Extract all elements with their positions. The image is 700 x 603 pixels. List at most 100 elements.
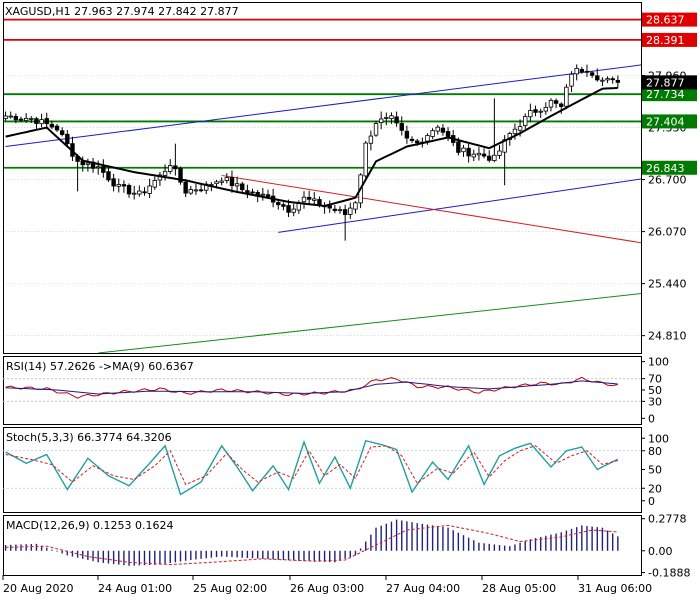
candle-body [224,177,230,181]
candle-body [39,119,44,125]
candle-body [512,128,518,135]
stoch-y-tick-label: 100 [648,432,669,445]
rsi-panel-frame [3,356,642,425]
candle-body [481,153,487,157]
candle-body [564,86,569,107]
macd-signal-line [5,524,618,566]
candle-body [404,130,410,139]
level-tag-label: 27.734 [646,88,685,101]
x-axis-tick-label: 20 Aug 2020 [3,582,73,595]
macd-y-tick-label: 0.00 [648,545,673,558]
price-panel-frame [3,2,642,354]
candle-body [533,109,538,113]
candle-body [260,193,266,196]
candle-body [538,110,543,113]
candle-body [219,180,224,183]
candle-body [168,165,173,172]
candle-body [240,183,245,191]
candle-body [342,209,348,216]
candle-body [471,153,476,158]
candle-body [188,189,193,194]
rsi-y-tick-label: 100 [648,356,669,369]
candle-body [29,118,34,120]
candle-body [4,115,8,119]
candle-body [276,202,281,206]
candle-body [348,207,353,215]
candle-body [312,198,317,201]
candle-body [178,168,183,183]
candle-body [214,181,219,185]
candle-body [399,123,404,131]
stoch-main-line [5,439,619,496]
candle-body [600,79,605,82]
candle-body [445,131,451,137]
x-axis-tick-label: 24 Aug 01:00 [98,582,172,595]
candle-body [111,178,116,187]
candle-body [492,154,497,161]
candle-body [559,103,564,107]
candle-body [34,118,39,124]
rsi-y-tick-label: 0 [648,412,655,425]
candle-body [106,171,111,181]
macd-title: MACD(12,26,9) 0.1253 0.1624 [6,519,174,532]
candle-body [198,189,204,192]
candle-body [476,152,482,156]
stoch-y-tick-label: 20 [648,482,662,495]
uptrend-trendline [98,293,641,353]
candle-body [368,135,374,144]
candle-body [137,190,142,195]
candle-body [435,126,440,132]
support-level-tag [642,160,697,175]
price-y-tick-label: 26.700 [648,174,687,187]
level-tag-label: 26.843 [646,162,685,175]
candle-body [589,72,595,76]
candle-body [574,67,579,75]
price-y-tick-label: 25.440 [648,278,687,291]
candle-body [49,123,55,128]
candle-body [337,209,343,212]
candle-body [152,180,157,188]
current-price-tag [642,75,697,90]
candle-body [595,75,600,81]
candle-body [173,165,178,170]
stoch-y-tick-label: 50 [648,464,662,477]
candle-body [162,170,168,176]
x-axis-tick-label: 27 Aug 04:00 [386,582,460,595]
candle-body [95,166,101,169]
x-axis-tick-label: 31 Aug 06:00 [578,582,652,595]
channel-trendline [278,178,641,233]
candle-body [265,194,271,197]
candle-body [142,191,147,194]
candle-body [610,78,615,81]
candle-body [409,138,415,141]
candle-body [332,208,338,211]
candle-body [301,196,307,203]
candle-body [234,183,240,187]
candle-body [121,184,127,187]
support-level-tag [642,87,697,102]
candle-body [183,181,188,194]
candle-body [250,191,255,194]
candle-body [353,202,358,210]
candle-body [126,185,132,195]
candle-body [116,184,121,187]
candle-body [373,123,379,136]
candle-body [430,130,435,137]
candle-body [523,116,528,126]
macd-y-tick-label: 0.2778 [648,513,687,526]
stoch-y-tick-label: 80 [648,445,662,458]
x-axis-tick-label: 28 Aug 05:00 [482,582,556,595]
symbol-header: XAGUSD,H1 27.963 27.974 27.842 27.877 [5,5,239,18]
stoch-signal-line [5,445,618,486]
rsi-y-tick-label: 50 [648,384,662,397]
candle-body [425,135,430,142]
candle-body [461,147,466,153]
downtrend-trendline [221,174,641,244]
rsi-y-tick-label: 30 [648,395,662,408]
candle-body [286,205,291,213]
candle-body [456,141,461,153]
candle-body [440,127,446,133]
candle-body [553,100,559,104]
candle-body [132,192,137,195]
